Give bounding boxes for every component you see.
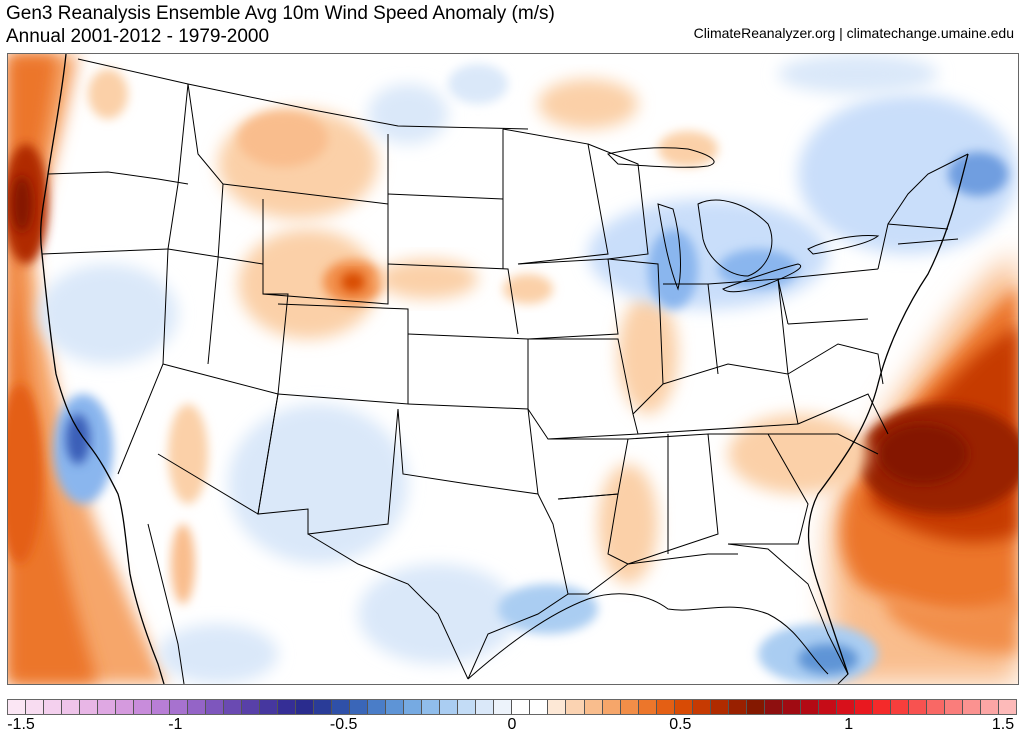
- credit-text: ClimateReanalyzer.org | climatechange.um…: [693, 25, 1014, 41]
- colorbar-cell: [368, 700, 387, 714]
- colorbar-cell: [674, 700, 693, 714]
- colorbar-cell: [494, 700, 513, 714]
- colorbar-cell: [512, 700, 531, 714]
- colorbar-tick-label: 1.5: [991, 716, 1015, 733]
- colorbar-cell: [872, 700, 891, 714]
- colorbar-cell: [710, 700, 729, 714]
- colorbar-cell: [170, 700, 189, 714]
- colorbar-cell: [350, 700, 369, 714]
- colorbar-cell: [746, 700, 765, 714]
- colorbar-cell: [386, 700, 405, 714]
- colorbar-cell: [944, 700, 963, 714]
- colorbar-cell: [26, 700, 45, 714]
- colorbar-cell: [134, 700, 153, 714]
- colorbar-cell: [854, 700, 873, 714]
- interior-negative-anomalies: [38, 54, 1018, 684]
- state-boundaries: [40, 54, 969, 684]
- colorbar-cell: [728, 700, 747, 714]
- title-block: Gen3 Reanalysis Ensemble Avg 10m Wind Sp…: [6, 2, 555, 48]
- colorbar-cell: [566, 700, 585, 714]
- colorbar: [7, 699, 1017, 715]
- map-title: Gen3 Reanalysis Ensemble Avg 10m Wind Sp…: [6, 3, 555, 24]
- colorbar-cell: [44, 700, 63, 714]
- colorbar-cell: [530, 700, 549, 714]
- colorbar-cell: [926, 700, 945, 714]
- colorbar-cell: [80, 700, 99, 714]
- colorbar-tick-label: 0.5: [669, 716, 692, 733]
- colorbar-cell: [332, 700, 351, 714]
- colorbar-cell: [890, 700, 909, 714]
- colorbar-cell: [836, 700, 855, 714]
- colorbar-cell: [62, 700, 81, 714]
- colorbar-cell: [476, 700, 495, 714]
- colorbar-cell: [116, 700, 135, 714]
- colorbar-cell: [458, 700, 477, 714]
- colorbar-cell: [206, 700, 225, 714]
- colorbar-cell: [818, 700, 837, 714]
- atlantic-anomaly: [828, 254, 1018, 684]
- colorbar-cell: [980, 700, 999, 714]
- colorbar-tick-label: -1.5: [7, 716, 35, 733]
- colorbar-cell: [260, 700, 279, 714]
- colorbar-cell: [98, 700, 117, 714]
- colorbar-cell: [548, 700, 567, 714]
- map-subtitle: Annual 2001-2012 - 1979-2000: [6, 26, 270, 47]
- colorbar-cell: [638, 700, 657, 714]
- colorbar-cell: [314, 700, 333, 714]
- colorbar-labels: -1.5 -1 -0.5 0 0.5 1 1.5: [0, 716, 1024, 738]
- colorbar-cell: [656, 700, 675, 714]
- colorbar-tick-label: -1: [168, 716, 183, 733]
- colorbar-tick-label: 0: [507, 716, 517, 733]
- colorbar-cell: [692, 700, 711, 714]
- colorbar-cell: [188, 700, 207, 714]
- colorbar-cell: [962, 700, 981, 714]
- colorbar-cell: [422, 700, 441, 714]
- colorbar-cell: [764, 700, 783, 714]
- colorbar-cell: [404, 700, 423, 714]
- colorbar-cell: [602, 700, 621, 714]
- colorbar-cell: [782, 700, 801, 714]
- colorbar-cell: [620, 700, 639, 714]
- colorbar-cell: [242, 700, 261, 714]
- colorbar-cell: [998, 700, 1016, 714]
- colorbar-cell: [584, 700, 603, 714]
- pacific-anomaly: [8, 54, 168, 684]
- colorbar-cell: [908, 700, 927, 714]
- colorbar-cell: [224, 700, 243, 714]
- colorbar-cell: [440, 700, 459, 714]
- anomaly-map: [7, 53, 1019, 685]
- colorbar-cell: [278, 700, 297, 714]
- colorbar-cell: [800, 700, 819, 714]
- colorbar-cell: [296, 700, 315, 714]
- colorbar-tick-label: -0.5: [329, 716, 358, 733]
- colorbar-cell: [152, 700, 171, 714]
- colorbar-tick-label: 1: [844, 716, 854, 733]
- colorbar-cell: [8, 700, 27, 714]
